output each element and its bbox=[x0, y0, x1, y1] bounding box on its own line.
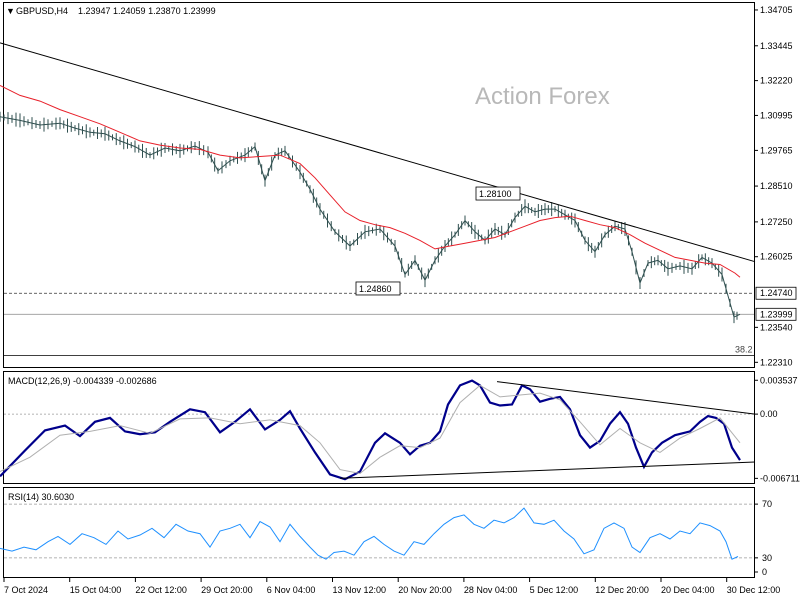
macd-signal-line bbox=[0, 384, 741, 475]
watermark: Action Forex bbox=[475, 83, 610, 110]
price-tag-box bbox=[755, 286, 797, 300]
ohlc-values: 1.23947 1.24059 1.23870 1.23999 bbox=[78, 6, 216, 16]
x-tick-label: 6 Nov 04:00 bbox=[267, 585, 316, 595]
rsi-pane-frame bbox=[3, 487, 755, 578]
macd-y-tick-label: -0.006711 bbox=[760, 473, 800, 483]
fib-label: 38.2 bbox=[735, 344, 753, 354]
rsi-title: RSI(14) 30.6030 bbox=[8, 492, 74, 502]
x-tick-label: 28 Nov 04:00 bbox=[464, 585, 518, 595]
price-y-tick-label: 1.33445 bbox=[760, 41, 793, 51]
x-tick-label: 15 Oct 04:00 bbox=[70, 585, 122, 595]
frames bbox=[3, 2, 755, 578]
rsi-line bbox=[0, 507, 739, 560]
macd-trendline-line bbox=[496, 381, 756, 415]
x-tick-label: 22 Oct 12:00 bbox=[135, 585, 187, 595]
price-annotation-box bbox=[355, 281, 401, 296]
rsi-y-tick-label: 70 bbox=[762, 499, 772, 509]
macd-title: MACD(12,26,9) -0.004339 -0.002686 bbox=[8, 376, 157, 386]
symbol-label: GBPUSD,H4 bbox=[16, 6, 68, 16]
price-y-tick-label: 1.22310 bbox=[760, 357, 793, 367]
x-tick-label: 5 Dec 12:00 bbox=[530, 585, 579, 595]
price-y-tick-label: 1.23540 bbox=[760, 322, 793, 332]
x-axis: 7 Oct 2024 15 Oct 04:00 22 Oct 12:00 29 Oct… bbox=[3, 578, 781, 595]
price-pane: 1.34705 1.33445 1.32220 1.30995 1.29765 1.285… bbox=[0, 5, 797, 367]
macd-pane-frame bbox=[3, 371, 755, 484]
x-tick-label: 30 Dec 12:00 bbox=[727, 585, 781, 595]
price-tag-box bbox=[755, 307, 797, 321]
x-tick-label: 13 Nov 12:00 bbox=[333, 585, 387, 595]
macd-pane: 0.003537 0.00 -0.006711 bbox=[0, 375, 800, 483]
x-tick-label: 12 Dec 20:00 bbox=[595, 585, 649, 595]
x-tick-label: 20 Nov 20:00 bbox=[398, 585, 452, 595]
trendline-line bbox=[0, 42, 756, 263]
price-y-tick-label: 1.32220 bbox=[760, 76, 793, 86]
moving-average-line bbox=[0, 84, 741, 278]
macd-trendline-line bbox=[339, 461, 756, 479]
price-y-tick-label: 1.29765 bbox=[760, 145, 793, 155]
price-pane-frame bbox=[3, 2, 755, 368]
price-y-tick-label: 1.34705 bbox=[760, 5, 793, 15]
x-tick-label: 29 Oct 20:00 bbox=[201, 585, 253, 595]
price-annotation-box bbox=[475, 186, 521, 201]
rsi-y-tick-label: 0 bbox=[762, 567, 767, 577]
price-y-tick-label: 1.27250 bbox=[760, 217, 793, 227]
price-y-tick-label: 1.26025 bbox=[760, 252, 793, 262]
price-y-tick-label: 1.28510 bbox=[760, 181, 793, 191]
price-annotation-label: 1.24860 bbox=[359, 284, 392, 294]
price-tag-label: 1.23999 bbox=[760, 309, 793, 319]
price-tag-label: 1.24740 bbox=[760, 288, 793, 298]
price-annotation-label: 1.28100 bbox=[479, 189, 512, 199]
rsi-y-tick-label: 30 bbox=[762, 553, 772, 563]
x-tick-label: 7 Oct 2024 bbox=[4, 585, 48, 595]
collapse-arrow-icon[interactable]: ▼ bbox=[6, 6, 15, 16]
macd-macd-line bbox=[0, 379, 741, 481]
macd-y-tick-label: 0.00 bbox=[760, 409, 778, 419]
x-tick-label: 20 Dec 04:00 bbox=[661, 585, 715, 595]
macd-y-tick-label: 0.003537 bbox=[760, 375, 798, 385]
rsi-pane: 70 30 0 bbox=[0, 499, 772, 577]
price-y-tick-label: 1.30995 bbox=[760, 110, 793, 120]
